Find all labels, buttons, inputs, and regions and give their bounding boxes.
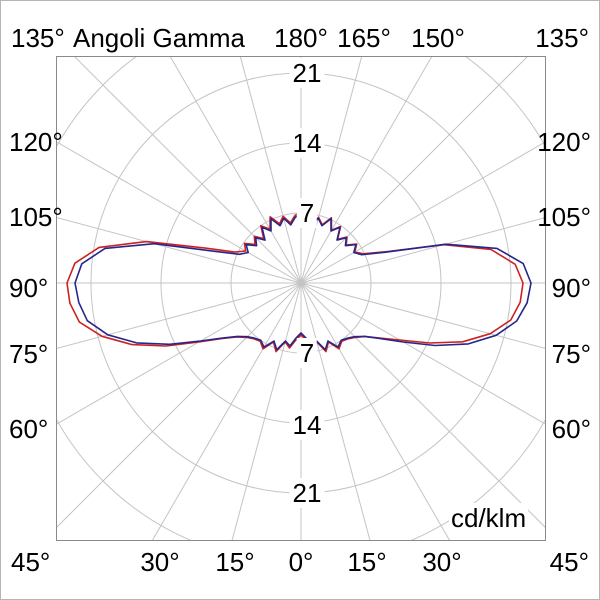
angle-label-corner-bottom-right: 45° [549,547,589,577]
angle-label-bottom-30-left: 30° [140,547,180,577]
angle-label-left-90: 90° [9,273,49,303]
radial-tick-7-bottom: 7 [296,338,318,368]
angle-label-top-165: 165° [337,23,391,53]
angle-label-corner-top-left: 135° [11,23,65,53]
angle-label-top-180: 180° [274,23,328,53]
angle-label-left-120: 120° [9,127,63,157]
angle-label-corner-top-right: 135° [535,23,589,53]
radial-tick-7-top: 7 [296,198,318,228]
angle-label-left-60: 60° [9,414,49,444]
radial-tick-21-bottom: 21 [289,478,325,508]
angle-label-bottom-15-left: 15° [215,547,255,577]
angle-label-bottom-30-right: 30° [422,547,462,577]
angle-label-left-105: 105° [9,202,63,232]
angle-label-right-90: 90° [551,273,591,303]
angle-label-left-75: 75° [9,339,49,369]
unit-label: cd/klm [449,503,529,533]
angle-label-right-75: 75° [551,339,591,369]
angle-label-bottom-0: 0° [288,547,314,577]
chart-title: Angoli Gamma [73,23,245,53]
angle-label-right-60: 60° [551,414,591,444]
angle-label-bottom-15-right: 15° [347,547,387,577]
radial-tick-14-top: 14 [289,128,325,158]
angle-label-right-120: 120° [537,127,591,157]
radial-tick-21-top: 21 [289,58,325,88]
angle-label-right-105: 105° [537,202,591,232]
radial-tick-14-bottom: 14 [289,410,325,440]
angle-label-top-150: 150° [411,23,465,53]
angle-label-corner-bottom-left: 45° [11,547,51,577]
